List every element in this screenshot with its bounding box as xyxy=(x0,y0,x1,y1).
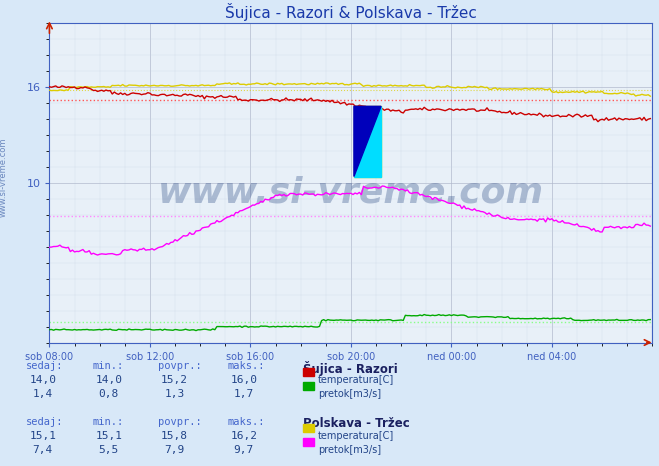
Text: 1,4: 1,4 xyxy=(33,389,53,399)
Polygon shape xyxy=(354,106,381,177)
Text: 7,4: 7,4 xyxy=(33,445,53,455)
Text: temperatura[C]: temperatura[C] xyxy=(318,375,394,385)
Text: 15,8: 15,8 xyxy=(161,431,188,441)
Text: 15,1: 15,1 xyxy=(96,431,122,441)
Bar xyxy=(354,106,381,177)
Text: Polskava - Tržec: Polskava - Tržec xyxy=(303,417,410,430)
Text: 16,2: 16,2 xyxy=(231,431,257,441)
Text: 15,1: 15,1 xyxy=(30,431,56,441)
Text: povpr.:: povpr.: xyxy=(158,361,202,371)
Text: min.:: min.: xyxy=(92,361,123,371)
Text: 9,7: 9,7 xyxy=(234,445,254,455)
Text: 15,2: 15,2 xyxy=(161,375,188,385)
Text: 0,8: 0,8 xyxy=(99,389,119,399)
Text: temperatura[C]: temperatura[C] xyxy=(318,431,394,441)
Text: sedaj:: sedaj: xyxy=(26,417,64,427)
Text: 14,0: 14,0 xyxy=(30,375,56,385)
Text: 7,9: 7,9 xyxy=(165,445,185,455)
Text: povpr.:: povpr.: xyxy=(158,417,202,427)
Text: pretok[m3/s]: pretok[m3/s] xyxy=(318,445,381,455)
Text: 5,5: 5,5 xyxy=(99,445,119,455)
Text: pretok[m3/s]: pretok[m3/s] xyxy=(318,389,381,399)
Text: maks.:: maks.: xyxy=(227,417,265,427)
Text: 1,3: 1,3 xyxy=(165,389,185,399)
Text: 1,7: 1,7 xyxy=(234,389,254,399)
Text: www.si-vreme.com: www.si-vreme.com xyxy=(0,137,8,217)
Text: 16,0: 16,0 xyxy=(231,375,257,385)
Text: www.si-vreme.com: www.si-vreme.com xyxy=(158,176,544,210)
Polygon shape xyxy=(354,106,381,177)
Text: 14,0: 14,0 xyxy=(96,375,122,385)
Text: min.:: min.: xyxy=(92,417,123,427)
Text: sedaj:: sedaj: xyxy=(26,361,64,371)
Title: Šujica - Razori & Polskava - Tržec: Šujica - Razori & Polskava - Tržec xyxy=(225,3,477,21)
Text: Šujica - Razori: Šujica - Razori xyxy=(303,361,398,376)
Text: maks.:: maks.: xyxy=(227,361,265,371)
